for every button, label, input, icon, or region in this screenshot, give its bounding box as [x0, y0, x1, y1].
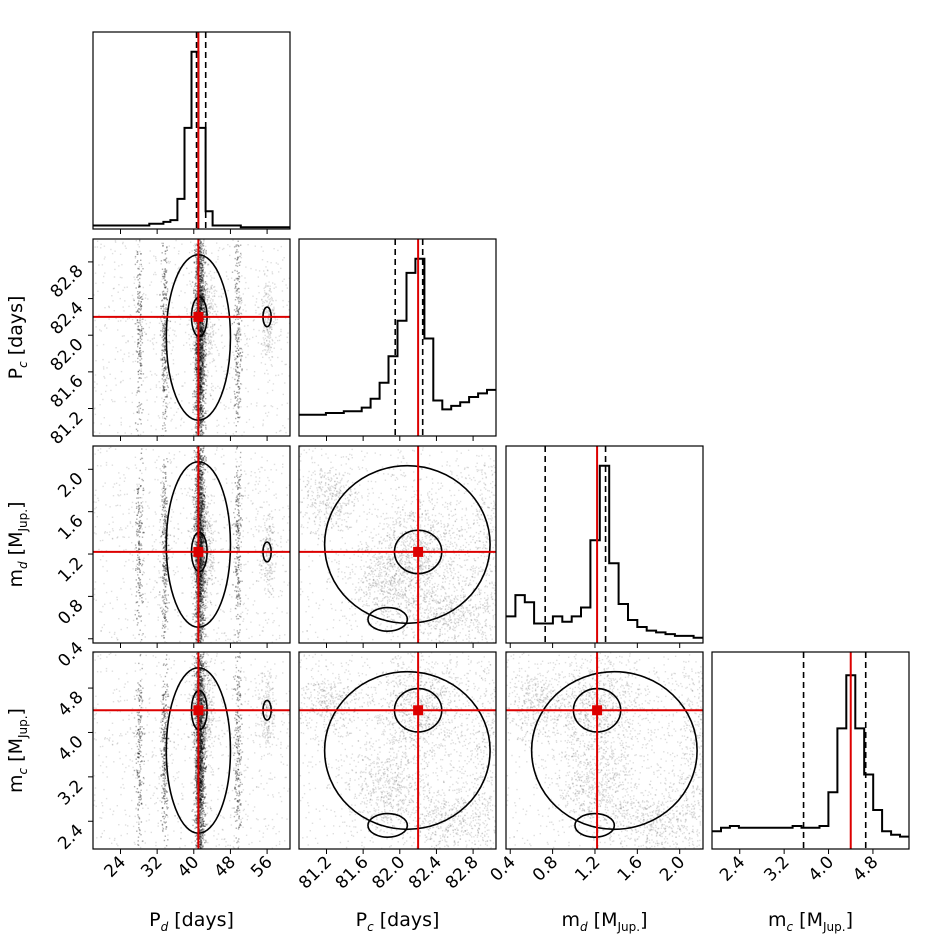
panel-mc-mc: 2.4 3.2 4.0 4.8 — [711, 651, 910, 886]
panel-frame — [92, 651, 291, 850]
scatter-Pd-Pc — [93, 239, 290, 436]
x-tick-label: 82.8 — [442, 852, 483, 893]
ylabel-md: md [MJup.] — [5, 502, 30, 588]
y-tick-label: 81.6 — [47, 371, 88, 412]
panel-frame — [298, 651, 497, 850]
histogram-mc — [712, 674, 909, 838]
xlabel-Pc: Pc [days] — [356, 909, 440, 934]
panel-Pc-mc: 81.281.682.082.482.8 — [295, 651, 497, 893]
x-tick-label: 4.8 — [849, 852, 882, 885]
y-tick-label: 0.4 — [54, 638, 87, 671]
panel-frame — [298, 445, 497, 644]
truth-marker — [193, 311, 204, 322]
x-tick-label: 2.0 — [656, 852, 689, 885]
histogram-Pd — [93, 50, 290, 229]
panel-Pc-Pc — [298, 238, 497, 441]
truth-marker — [193, 546, 204, 557]
truth-marker — [413, 546, 424, 557]
panel-frame — [505, 651, 704, 850]
scatter-md-mc — [506, 652, 703, 849]
x-tick-label: 32 — [137, 852, 166, 881]
panel-Pd-Pd — [92, 31, 291, 234]
y-tick-label: 82.0 — [47, 335, 88, 376]
y-tick-label: 1.6 — [54, 511, 87, 544]
x-tick-label: 40 — [174, 852, 203, 881]
truth-marker — [592, 705, 603, 716]
truth-marker — [193, 705, 204, 716]
ylabel-mc: mc [MJup.] — [5, 708, 30, 793]
x-tick-label: 2.4 — [716, 852, 749, 885]
y-tick-label: 81.2 — [47, 408, 88, 449]
scatter-Pd-mc — [93, 652, 290, 849]
xlabel-md: md [MJup.] — [562, 909, 648, 934]
xlabel-mc: mc [MJup.] — [768, 909, 853, 934]
panel-frame — [92, 31, 291, 230]
x-tick-label: 0.8 — [529, 852, 562, 885]
panel-Pd-mc: 24 32 40 48 56 2.4 3.2 4.0 4.8 — [54, 651, 291, 882]
x-tick-label: 81.6 — [332, 852, 373, 893]
x-tick-label: 3.2 — [760, 852, 793, 885]
histogram-Pc — [299, 257, 496, 416]
y-tick-label: 3.2 — [54, 776, 87, 809]
contour — [530, 670, 698, 831]
scatter-Pc-mc — [299, 652, 496, 849]
scatter-Pc-md — [299, 446, 496, 643]
y-tick-label: 0.8 — [54, 596, 87, 629]
x-tick-label: 82.4 — [405, 852, 446, 893]
histogram-md — [506, 464, 703, 639]
panel-frame — [711, 651, 910, 850]
contour — [323, 670, 491, 831]
y-tick-label: 2.4 — [54, 821, 87, 854]
y-axis-labels: Pc [days] md [MJup.] mc [MJup.] — [5, 296, 30, 793]
x-tick-label: 56 — [247, 852, 276, 881]
panel-frame — [92, 445, 291, 644]
panel-frame — [505, 445, 704, 644]
y-tick-label: 82.4 — [47, 298, 88, 339]
contour — [367, 812, 409, 838]
contour — [367, 606, 409, 632]
x-tick-label: 1.2 — [571, 852, 604, 885]
contour — [323, 464, 491, 625]
panel-md-mc: 0.4 0.8 1.2 1.6 2.0 — [487, 651, 704, 886]
x-tick-label: 1.6 — [614, 852, 647, 885]
panel-frame — [92, 238, 291, 437]
contour — [574, 812, 616, 838]
panel-Pd-Pc: 81.281.682.082.482.8 — [47, 238, 291, 449]
x-tick-label: 0.4 — [487, 852, 520, 885]
y-tick-label: 82.8 — [47, 261, 88, 302]
panel-frame — [298, 238, 497, 437]
xlabel-Pd: Pd [days] — [149, 909, 234, 934]
truth-marker — [413, 705, 424, 716]
x-tick-label: 81.2 — [295, 852, 336, 893]
x-axis-labels: Pd [days] Pc [days] md [MJup.] mc [MJup.] — [149, 909, 853, 934]
x-tick-label: 24 — [101, 852, 130, 881]
x-tick-label: 82.0 — [368, 852, 409, 893]
x-tick-label: 48 — [211, 852, 240, 881]
panel-Pc-md — [298, 445, 497, 648]
panel-md-md — [505, 445, 704, 648]
x-tick-label: 4.0 — [805, 852, 838, 885]
y-tick-label: 4.8 — [54, 687, 87, 720]
panel-Pd-md: 0.4 0.8 1.2 1.6 2.0 — [54, 445, 291, 671]
y-tick-label: 1.2 — [54, 553, 87, 586]
y-tick-label: 4.0 — [54, 732, 87, 765]
y-tick-label: 2.0 — [54, 469, 87, 502]
ylabel-Pc: Pc [days] — [5, 296, 30, 380]
